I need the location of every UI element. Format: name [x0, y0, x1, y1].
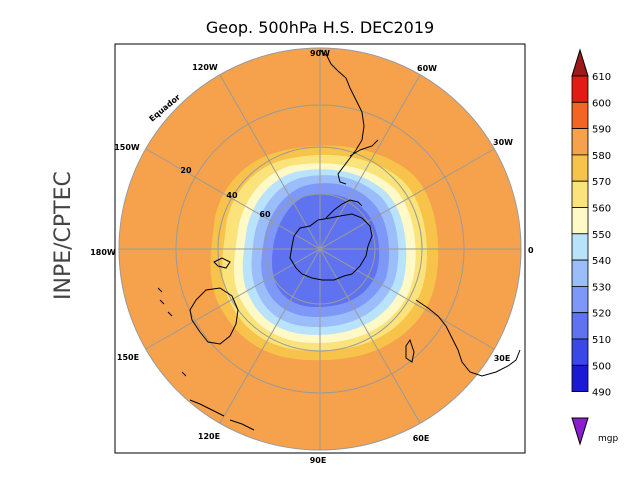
lon-label-120w: 120W — [192, 63, 218, 72]
colorbar-swatch-6 — [571, 207, 589, 235]
colorbar-swatch-7 — [571, 233, 589, 261]
colorbar-swatch-10 — [571, 312, 589, 340]
colorbar-swatch-12 — [571, 364, 589, 392]
map-frame — [114, 43, 526, 454]
contour-510 — [272, 193, 380, 308]
coast-indonesia — [189, 399, 255, 431]
lon-label-60w: 60W — [417, 64, 437, 73]
side-label: INPE/CPTEC — [51, 171, 76, 300]
meridian-lines — [119, 48, 521, 450]
lat-label-40: 40 — [226, 191, 238, 200]
colorbar-swatch-8 — [571, 259, 589, 287]
longitude-labels: 90W 60W 30W 0 30E 60E 90E 120E 150E 180W… — [90, 49, 534, 465]
coast-south-america — [319, 49, 379, 185]
lon-label-180w: 180W — [90, 248, 116, 257]
colorbar-swatch-3 — [571, 128, 589, 156]
figure-title: Geop. 500hPa H.S. DEC2019 — [206, 18, 434, 37]
lat-label-20: 20 — [180, 166, 192, 175]
lon-label-0: 0 — [528, 246, 534, 255]
colorbar-swatch-9 — [571, 285, 589, 314]
colorbar-label-560: 560 — [592, 204, 611, 215]
colorbar-bottom-arrow — [571, 417, 589, 446]
colorbar-swatch-4 — [571, 154, 589, 182]
lon-label-30w: 30W — [493, 138, 513, 147]
colorbar-swatch-11 — [571, 338, 589, 366]
lon-label-90e: 90E — [310, 456, 327, 465]
colorbar-label-500: 500 — [592, 361, 611, 372]
colorbar-label-590: 590 — [592, 125, 611, 136]
lat-label-60: 60 — [259, 210, 271, 219]
colorbar-swatch-5 — [571, 180, 589, 208]
colorbar-label-530: 530 — [592, 282, 611, 293]
meridian-30w-150e — [145, 148, 495, 350]
colorbar-label-610: 610 — [592, 72, 611, 83]
colorbar-unit: mgp — [598, 434, 618, 444]
colorbar-label-580: 580 — [592, 151, 611, 162]
coast-antarctic-peninsula — [325, 199, 363, 219]
coast-new-zealand — [213, 257, 231, 269]
coast-islands — [157, 287, 187, 377]
geopotential-contours — [210, 145, 439, 361]
lon-label-60e: 60E — [413, 434, 430, 443]
coast-australia — [189, 287, 239, 345]
colorbar-label-550: 550 — [592, 230, 611, 241]
coast-antarctica — [289, 213, 373, 281]
lon-label-30e: 30E — [494, 354, 511, 363]
lon-label-150w: 150W — [114, 143, 140, 152]
colorbar-label-600: 600 — [592, 98, 611, 109]
colorbar: 610600590580570560550540530520510500490 … — [571, 48, 618, 446]
colorbar-label-540: 540 — [592, 256, 611, 267]
coast-madagascar — [405, 338, 415, 363]
colorbar-swatch-1 — [571, 75, 589, 103]
colorbar-swatch-2 — [571, 101, 589, 130]
colorbar-label-520: 520 — [592, 309, 611, 320]
lon-label-120e: 120E — [198, 432, 220, 441]
colorbar-top-arrow — [571, 48, 589, 77]
colorbar-label-490: 490 — [592, 388, 611, 399]
coast-africa — [415, 299, 521, 377]
colorbar-label-510: 510 — [592, 335, 611, 346]
coastlines — [157, 49, 521, 431]
lon-label-150e: 150E — [117, 353, 139, 362]
lon-label-90w: 90W — [310, 49, 330, 58]
colorbar-label-570: 570 — [592, 177, 611, 188]
